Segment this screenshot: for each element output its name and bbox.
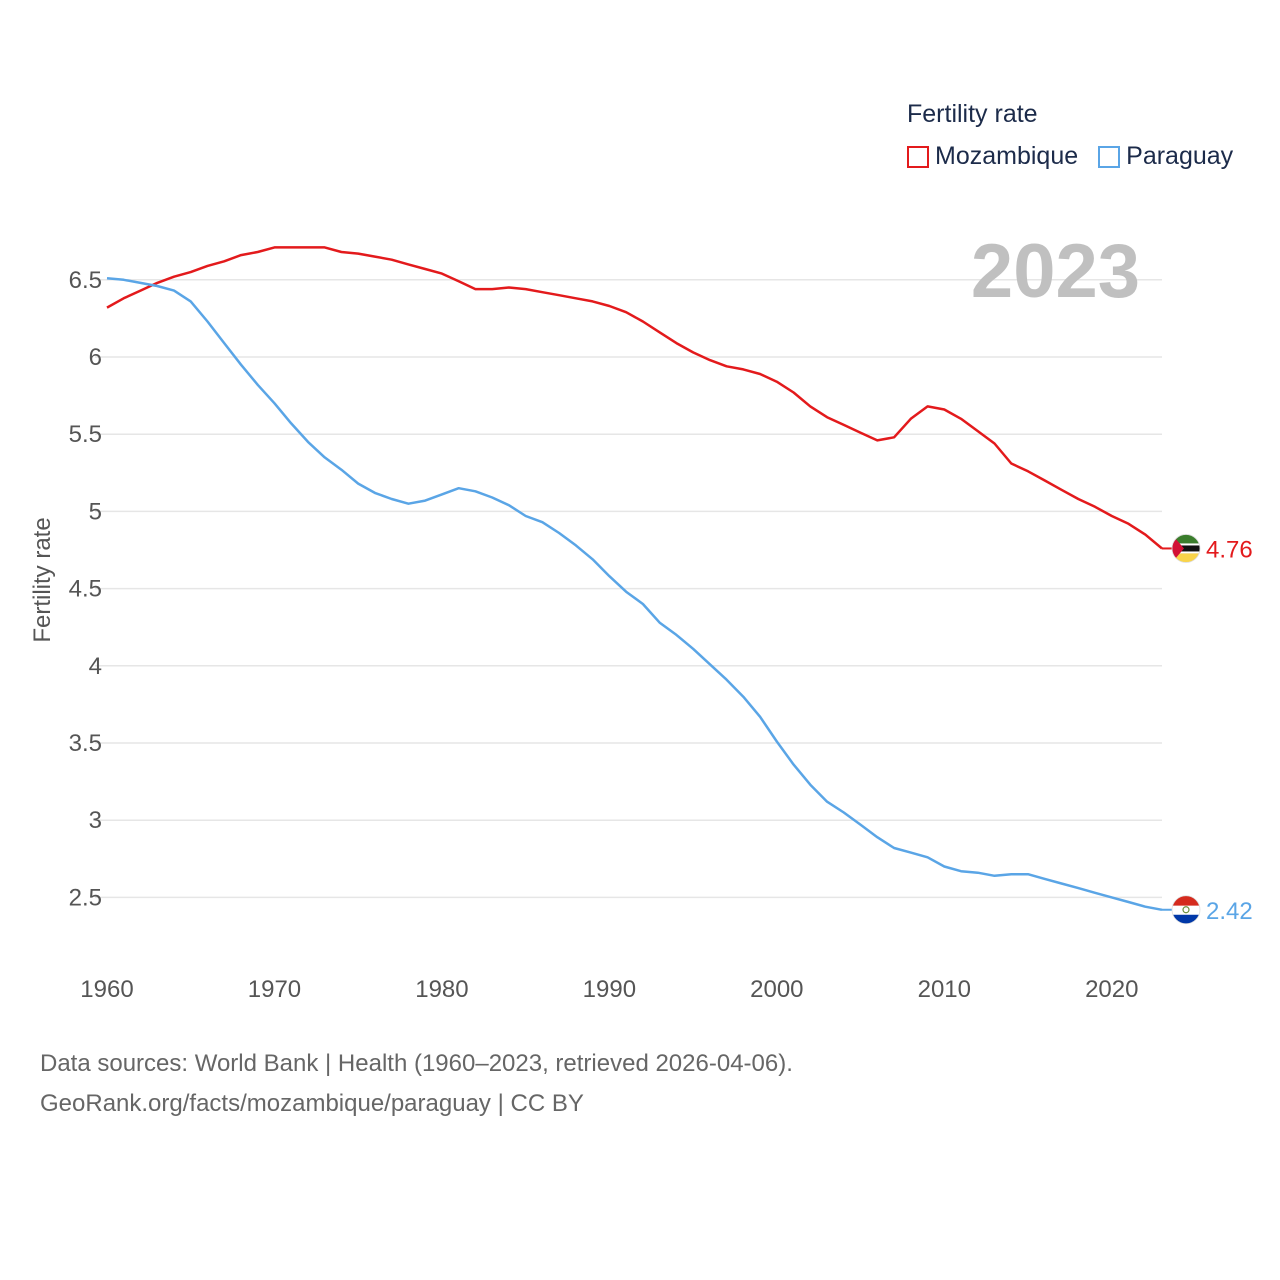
source-url-text[interactable]: GeoRank.org/facts/mozambique/paraguay | … (40, 1090, 584, 1117)
legend-label-paraguay: Paraguay (1126, 142, 1234, 170)
y-tick-label: 2.5 (69, 884, 102, 911)
legend-label-mozambique: Mozambique (935, 142, 1079, 170)
series-end-markers: 4.76 2.42 (1162, 534, 1253, 925)
legend-title: Fertility rate (907, 100, 1038, 128)
x-tick-label: 2010 (918, 976, 971, 1003)
paraguay-flag-icon (1171, 895, 1201, 925)
series-line-mozambique[interactable] (106, 246, 1163, 550)
y-tick-label: 3 (89, 807, 102, 834)
legend-swatch-mozambique (907, 145, 929, 168)
end-value-mozambique: 4.76 (1206, 536, 1253, 563)
y-tick-label: 5.5 (69, 421, 102, 448)
legend-swatch-paraguay (1098, 145, 1121, 168)
x-tick-label: 1960 (80, 976, 133, 1003)
y-tick-label: 4 (89, 653, 102, 680)
x-tick-label: 1970 (248, 976, 301, 1003)
x-tick-label: 1980 (415, 976, 468, 1003)
legend: Mozambique Paraguay (907, 142, 1245, 171)
x-tick-label: 2020 (1085, 976, 1138, 1003)
series-lines (106, 246, 1163, 912)
y-tick-label: 6 (89, 344, 102, 371)
gridlines (95, 279, 1162, 899)
x-tick-label: 1990 (583, 976, 636, 1003)
x-axis-ticks: 1960 1970 1980 1990 2000 2010 2020 (80, 976, 1138, 1003)
y-tick-label: 3.5 (69, 730, 102, 757)
mozambique-flag-icon (1171, 534, 1201, 563)
footer: Data sources: World Bank | Health (1960–… (40, 1044, 793, 1124)
y-axis-label: Fertility rate (29, 517, 56, 642)
legend-item-mozambique[interactable]: Mozambique (907, 142, 1078, 171)
data-sources-text: Data sources: World Bank | Health (1960–… (40, 1050, 793, 1077)
y-tick-label: 5 (89, 498, 102, 525)
y-tick-label: 6.5 (69, 267, 102, 294)
end-value-paraguay: 2.42 (1206, 898, 1253, 925)
y-axis-ticks: 2.5 3 3.5 4 4.5 5 5.5 6 6.5 (69, 267, 102, 912)
legend-item-paraguay[interactable]: Paraguay (1098, 142, 1233, 171)
y-tick-label: 4.5 (69, 576, 102, 603)
series-line-paraguay[interactable] (106, 277, 1163, 912)
x-tick-label: 2000 (750, 976, 803, 1003)
current-year-label: 2023 (970, 229, 1140, 314)
